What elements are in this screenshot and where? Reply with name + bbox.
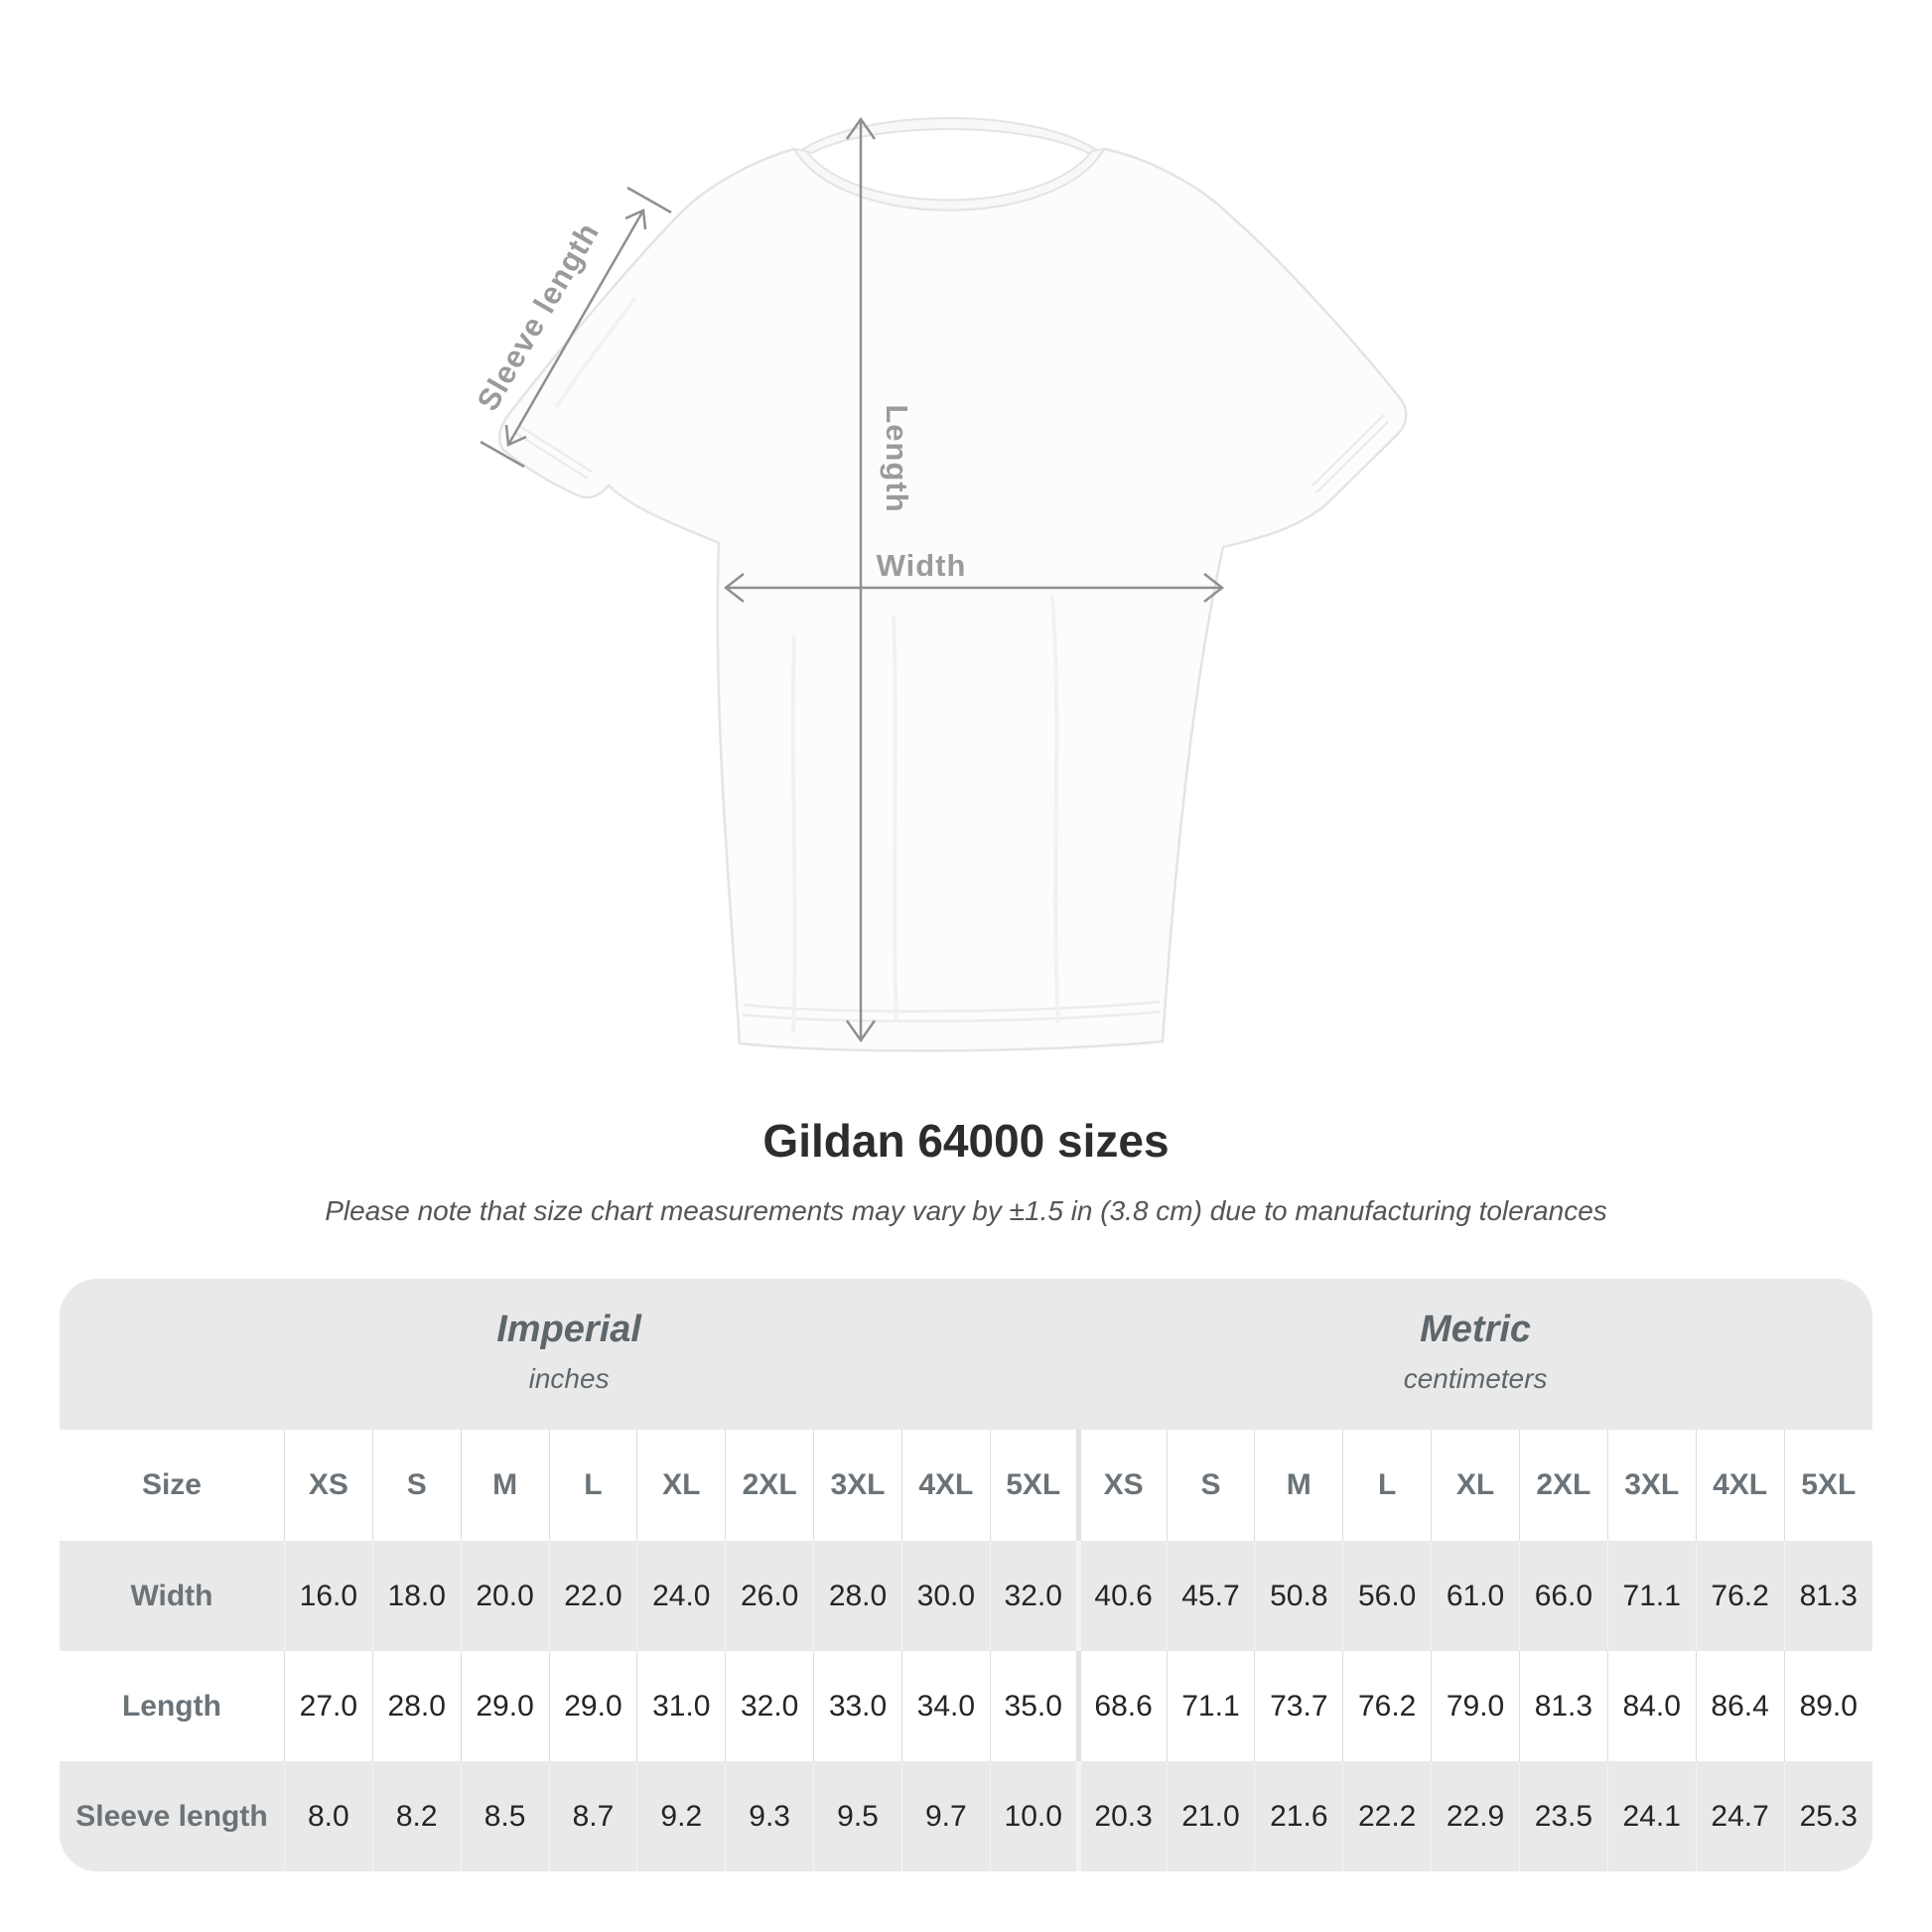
measurement-cell: 50.8 bbox=[1254, 1541, 1343, 1651]
measurement-cell: 22.9 bbox=[1431, 1761, 1520, 1871]
size-header-metric-xs: XS bbox=[1075, 1430, 1168, 1541]
size-header-metric-5xl: 5XL bbox=[1783, 1430, 1872, 1541]
measurement-cell: 20.0 bbox=[460, 1541, 549, 1651]
measurement-cell: 25.3 bbox=[1783, 1761, 1872, 1871]
unit-group-name: Metric bbox=[1420, 1309, 1532, 1350]
width-arrow bbox=[723, 573, 1225, 603]
measurement-cell: 18.0 bbox=[371, 1541, 462, 1651]
measurement-cell: 24.1 bbox=[1606, 1761, 1697, 1871]
table-row-length: Length 27.0 28.0 29.0 29.0 31.0 32.0 33.0 34.0 35… bbox=[60, 1651, 1872, 1761]
unit-header-row: Imperial inches Metric centimeters bbox=[60, 1279, 1872, 1430]
measurement-cell: 21.0 bbox=[1166, 1761, 1255, 1871]
size-header-imperial-s: S bbox=[371, 1430, 462, 1541]
measurement-cell: 8.7 bbox=[548, 1761, 637, 1871]
size-header-metric-xl: XL bbox=[1431, 1430, 1520, 1541]
measurement-cell: 89.0 bbox=[1783, 1651, 1872, 1761]
size-header-metric-4xl: 4XL bbox=[1695, 1430, 1785, 1541]
measurement-cell: 84.0 bbox=[1606, 1651, 1697, 1761]
measurement-cell: 29.0 bbox=[460, 1651, 549, 1761]
measurement-cell: 35.0 bbox=[989, 1651, 1079, 1761]
length-arrow bbox=[845, 116, 877, 1043]
measurement-cell: 21.6 bbox=[1254, 1761, 1343, 1871]
unit-group-imperial: Imperial inches bbox=[60, 1279, 1078, 1430]
measurement-cell: 8.2 bbox=[371, 1761, 462, 1871]
measurement-cell: 76.2 bbox=[1342, 1651, 1432, 1761]
unit-group-unit: inches bbox=[528, 1363, 610, 1394]
measurement-cell: 8.5 bbox=[460, 1761, 549, 1871]
size-header-imperial-2xl: 2XL bbox=[725, 1430, 814, 1541]
table-row-sleeve-length: Sleeve length 8.0 8.2 8.5 8.7 9.2 9.3 9.5 9.7 10.… bbox=[60, 1761, 1872, 1871]
width-label: Width bbox=[877, 548, 967, 583]
measurement-cell: 29.0 bbox=[548, 1651, 637, 1761]
measurement-cell: 30.0 bbox=[900, 1541, 991, 1651]
measurement-cell: 26.0 bbox=[725, 1541, 814, 1651]
page-title: Gildan 64000 sizes bbox=[762, 1115, 1170, 1167]
row-label: Width bbox=[130, 1579, 213, 1612]
measurement-cell: 9.2 bbox=[636, 1761, 726, 1871]
size-header-metric-s: S bbox=[1166, 1430, 1255, 1541]
measurement-cell: 27.0 bbox=[283, 1651, 373, 1761]
measurement-cell: 23.5 bbox=[1518, 1761, 1608, 1871]
measurement-cell: 16.0 bbox=[283, 1541, 373, 1651]
size-header-imperial-5xl: 5XL bbox=[989, 1430, 1079, 1541]
measurement-cell: 66.0 bbox=[1518, 1541, 1608, 1651]
unit-group-metric: Metric centimeters bbox=[1078, 1279, 1872, 1430]
measurement-cell: 9.5 bbox=[813, 1761, 902, 1871]
tshirt-graphic bbox=[497, 117, 1408, 1052]
measurement-cell: 56.0 bbox=[1342, 1541, 1432, 1651]
measurement-cell: 8.0 bbox=[283, 1761, 373, 1871]
table-row-width: Width 16.0 18.0 20.0 22.0 24.0 26.0 28.0 30.0 32.… bbox=[60, 1541, 1872, 1651]
measurement-cell: 28.0 bbox=[371, 1651, 462, 1761]
size-header-imperial-l: L bbox=[548, 1430, 637, 1541]
measurement-cell: 79.0 bbox=[1431, 1651, 1520, 1761]
measurement-cell: 61.0 bbox=[1431, 1541, 1520, 1651]
size-header-metric-m: M bbox=[1254, 1430, 1343, 1541]
page-subtitle: Please note that size chart measurements… bbox=[325, 1195, 1607, 1226]
measurement-cell: 81.3 bbox=[1783, 1541, 1872, 1651]
measurement-cell: 22.0 bbox=[548, 1541, 637, 1651]
measurement-cell: 28.0 bbox=[813, 1541, 902, 1651]
measurement-cell: 71.1 bbox=[1166, 1651, 1255, 1761]
measurement-cell: 45.7 bbox=[1166, 1541, 1255, 1651]
measurement-cell: 68.6 bbox=[1075, 1651, 1168, 1761]
unit-group-name: Imperial bbox=[496, 1309, 641, 1350]
measurement-cell: 86.4 bbox=[1695, 1651, 1785, 1761]
measurement-cell: 10.0 bbox=[989, 1761, 1079, 1871]
size-header-imperial-xl: XL bbox=[636, 1430, 726, 1541]
measurement-cell: 31.0 bbox=[636, 1651, 726, 1761]
size-table-card: Imperial inches Metric centimeters Size X… bbox=[60, 1279, 1872, 1871]
measurement-cell: 40.6 bbox=[1075, 1541, 1168, 1651]
sleeve-length-arrow bbox=[480, 186, 672, 469]
row-label: Length bbox=[121, 1689, 221, 1723]
measurement-cell: 24.0 bbox=[636, 1541, 726, 1651]
measurement-cell: 73.7 bbox=[1254, 1651, 1343, 1761]
size-header-imperial-m: M bbox=[460, 1430, 549, 1541]
unit-group-unit: centimeters bbox=[1403, 1363, 1548, 1394]
measurement-cell: 81.3 bbox=[1518, 1651, 1608, 1761]
measurement-cell: 20.3 bbox=[1075, 1761, 1168, 1871]
measurement-cell: 32.0 bbox=[725, 1651, 814, 1761]
size-header-imperial-4xl: 4XL bbox=[900, 1430, 991, 1541]
measurement-cell: 32.0 bbox=[989, 1541, 1079, 1651]
length-label: Length bbox=[880, 404, 914, 512]
measurement-cell: 9.3 bbox=[725, 1761, 814, 1871]
size-header-metric-l: L bbox=[1342, 1430, 1432, 1541]
measurement-cell: 22.2 bbox=[1342, 1761, 1432, 1871]
tshirt-diagram: Sleeve length Length Width bbox=[471, 116, 1408, 1052]
row-label: Sleeve length bbox=[75, 1799, 268, 1833]
size-table: Size XS S M L XL 2XL 3XL 4XL 5XL XS S M L XL 2XL 3XL 4XL 5… bbox=[60, 1430, 1872, 1871]
size-header-imperial-3xl: 3XL bbox=[813, 1430, 902, 1541]
measurement-cell: 76.2 bbox=[1695, 1541, 1785, 1651]
measurement-cell: 9.7 bbox=[900, 1761, 991, 1871]
size-header-imperial-xs: XS bbox=[283, 1430, 373, 1541]
measurement-cell: 33.0 bbox=[813, 1651, 902, 1761]
measurement-cell: 71.1 bbox=[1606, 1541, 1697, 1651]
size-header-metric-3xl: 3XL bbox=[1606, 1430, 1697, 1541]
measurement-cell: 34.0 bbox=[900, 1651, 991, 1761]
measurement-cell: 24.7 bbox=[1695, 1761, 1785, 1871]
size-column-header: Size bbox=[141, 1468, 202, 1501]
size-header-metric-2xl: 2XL bbox=[1518, 1430, 1608, 1541]
